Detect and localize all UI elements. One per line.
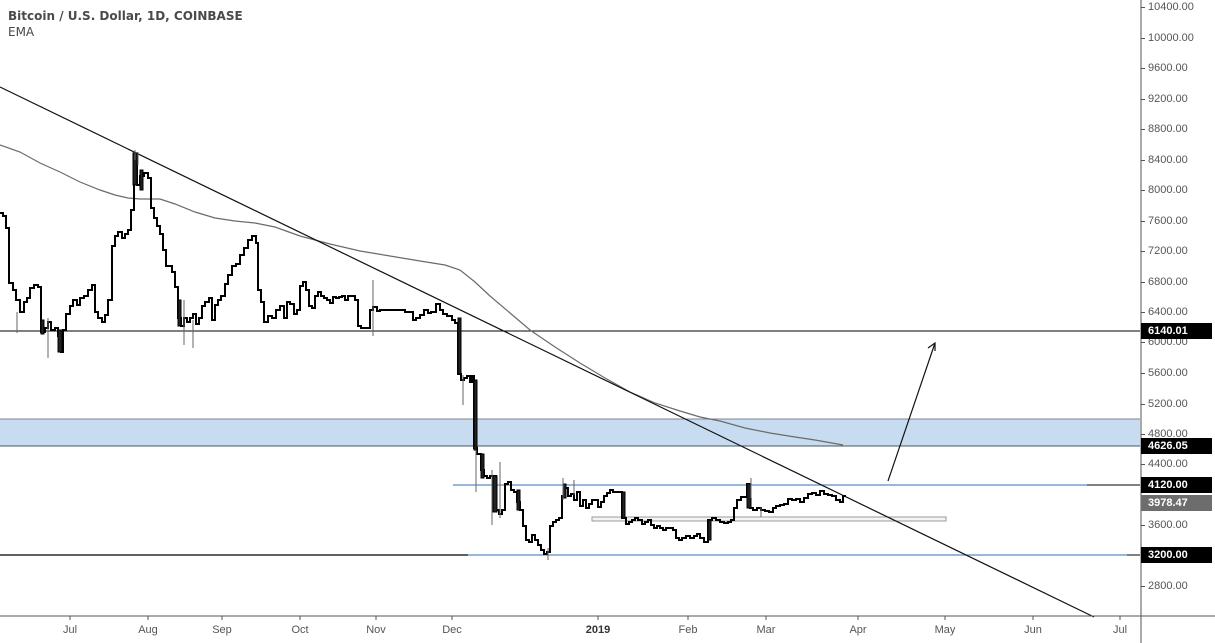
y-tick: 9600.00: [1141, 62, 1188, 74]
supply-zone[interactable]: [0, 419, 1140, 446]
y-tick: 8000.00: [1141, 184, 1188, 196]
descending-trendline[interactable]: [0, 86, 1095, 618]
x-tick: Feb: [678, 624, 698, 636]
x-tick: Oct: [291, 624, 309, 636]
x-tick: Jul: [1112, 624, 1128, 636]
symbol-title[interactable]: Bitcoin / U.S. Dollar, 1D, COINBASE: [8, 9, 243, 23]
price-tag-6140[interactable]: 6140.01: [1141, 323, 1212, 339]
indicator-label-ema[interactable]: EMA: [8, 25, 35, 39]
chart-legend: Bitcoin / U.S. Dollar, 1D, COINBASE EMA: [8, 8, 243, 40]
y-tick: 4800.00: [1141, 428, 1188, 440]
y-tick: 5200.00: [1141, 398, 1188, 410]
price-tag-3200[interactable]: 3200.00: [1141, 547, 1212, 563]
x-tick: Nov: [366, 624, 386, 636]
price-series: [0, 159, 846, 555]
y-tick: 4400.00: [1141, 458, 1188, 470]
x-tick: Aug: [138, 624, 158, 636]
price-tag-4626[interactable]: 4626.05: [1141, 438, 1212, 454]
y-tick: 6400.00: [1141, 306, 1188, 318]
price-tag-4120[interactable]: 4120.00: [1141, 477, 1212, 493]
x-tick: Jun: [1024, 624, 1042, 636]
y-tick: 10400.00: [1141, 1, 1194, 13]
x-axis-ticks: [69, 616, 1121, 620]
range-box[interactable]: [591, 516, 947, 522]
y-tick: 5600.00: [1141, 367, 1188, 379]
x-tick: May: [934, 624, 956, 636]
y-tick: 6800.00: [1141, 276, 1188, 288]
y-tick: 2800.00: [1141, 580, 1188, 592]
y-tick: 7600.00: [1141, 215, 1188, 227]
x-tick: Dec: [442, 624, 462, 636]
candle-bodies: [40, 152, 752, 541]
x-tick: Jul: [62, 624, 78, 636]
y-tick: 6000.00: [1141, 336, 1188, 348]
y-tick: 8800.00: [1141, 123, 1188, 135]
y-tick: 7200.00: [1141, 245, 1188, 257]
x-tick: Apr: [849, 624, 867, 636]
x-tick: Mar: [756, 624, 776, 636]
x-tick: Sep: [212, 624, 232, 636]
y-tick: 10000.00: [1141, 32, 1194, 44]
y-tick: 3600.00: [1141, 519, 1188, 531]
breakout-arrow[interactable]: [887, 341, 936, 482]
y-tick: 8400.00: [1141, 154, 1188, 166]
y-tick: 9200.00: [1141, 93, 1188, 105]
ema-line: [0, 144, 844, 446]
current-price-tag[interactable]: 3978.47: [1141, 495, 1212, 511]
candle-wicks: [16, 150, 762, 560]
x-tick-year: 2019: [585, 624, 611, 636]
arrow-head-icon: [927, 341, 936, 351]
